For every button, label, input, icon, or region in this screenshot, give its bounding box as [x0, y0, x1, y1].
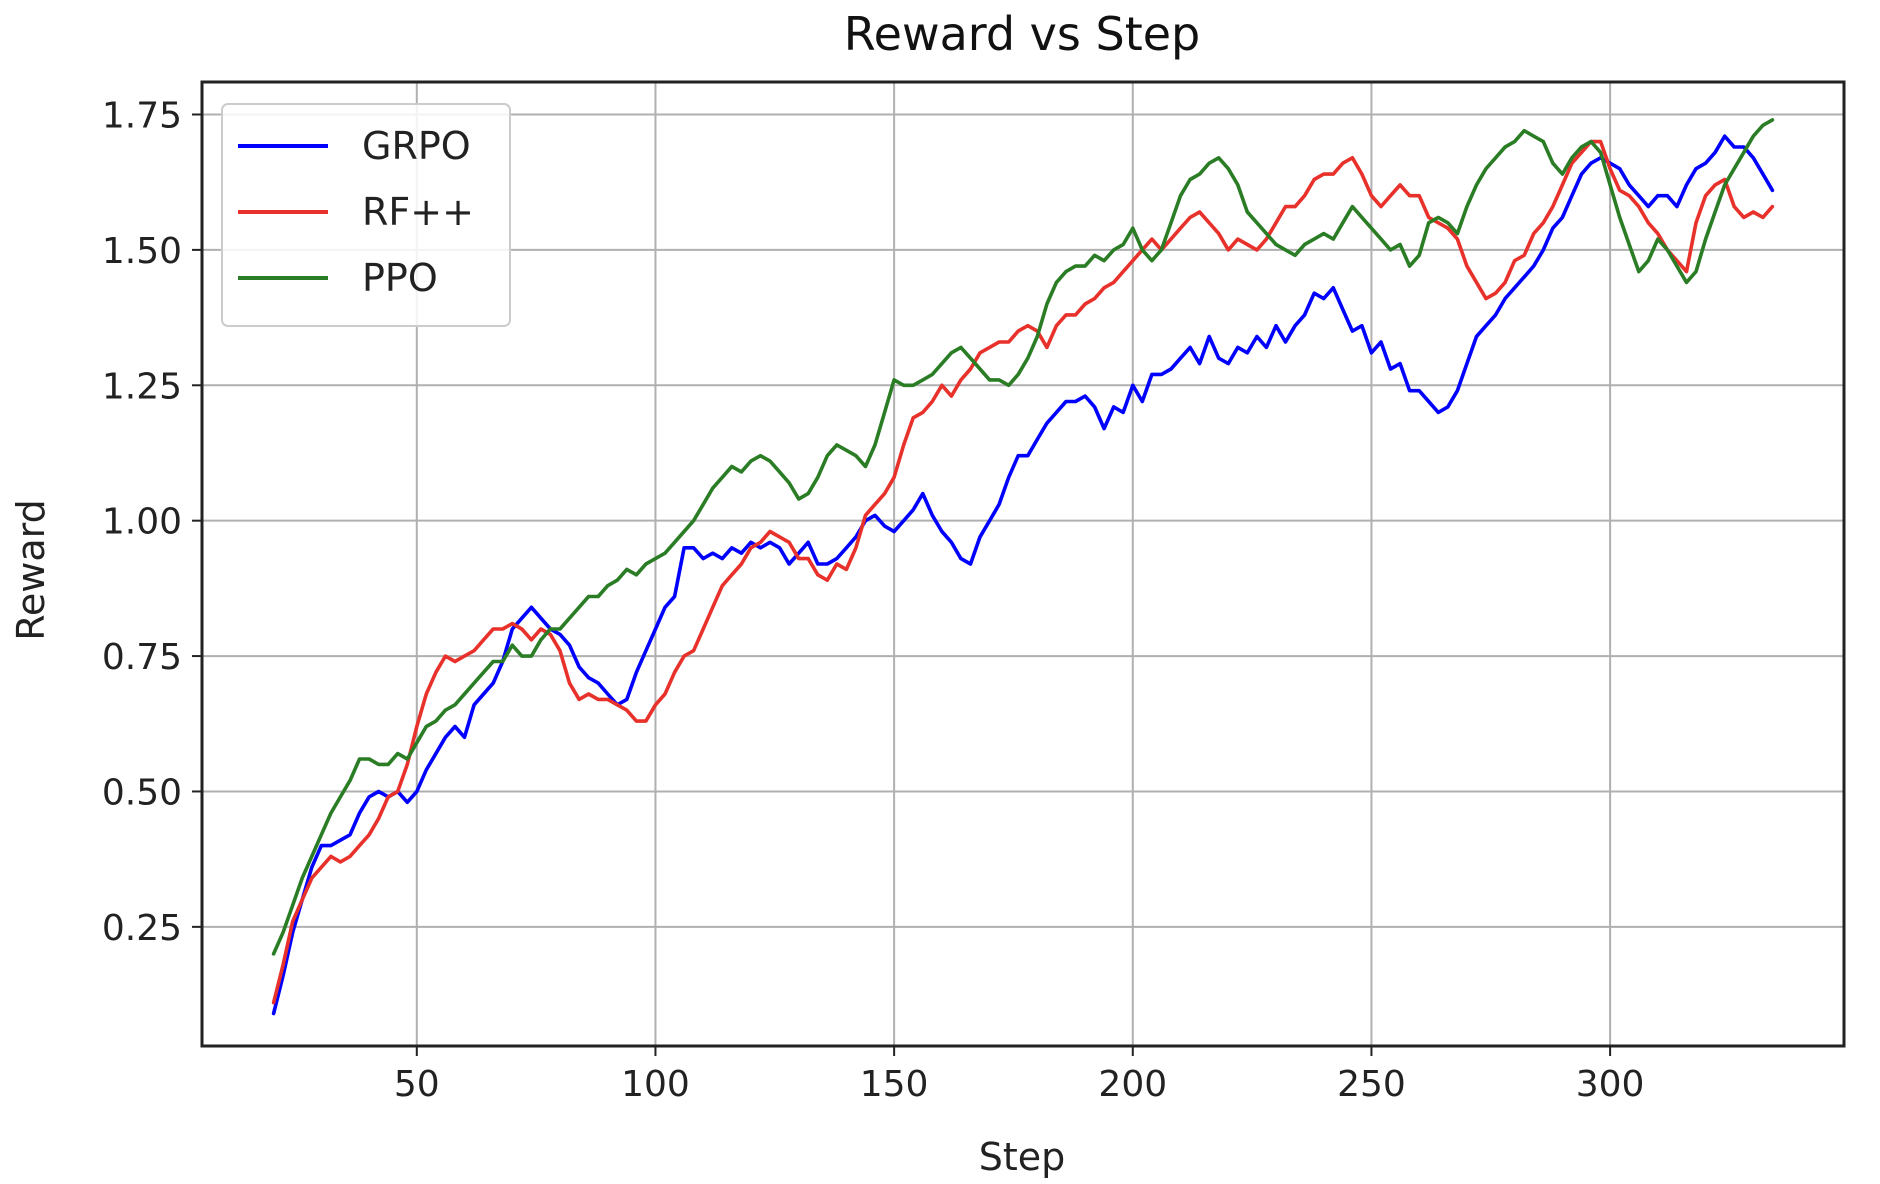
x-tick-label: 250: [1337, 1064, 1406, 1105]
x-axis-label: Step: [979, 1135, 1066, 1179]
chart-title: Reward vs Step: [844, 7, 1200, 61]
legend-label: RF++: [362, 190, 474, 234]
series-line-rf-: [271, 139, 1775, 1005]
y-tick-label: 1.00: [102, 502, 182, 543]
x-tick-label: 200: [1098, 1064, 1167, 1105]
legend-box: [221, 103, 511, 327]
y-axis-ticks: 0.25 0.50 0.75 1.00 1.25 1.50 1.75: [102, 95, 202, 949]
y-tick-label: 0.50: [102, 772, 182, 813]
y-tick-label: 1.50: [102, 231, 182, 272]
series-lines: [271, 118, 1775, 1016]
grid: [202, 82, 1844, 1046]
y-tick-label: 0.25: [102, 908, 182, 949]
y-tick-label: 1.75: [102, 95, 182, 136]
x-tick-label: 100: [621, 1064, 690, 1105]
legend: GRPO RF++ PPO: [221, 103, 511, 327]
y-tick-label: 0.75: [102, 637, 182, 678]
plot-area-frame: [200, 80, 1846, 1048]
series-line-grpo: [271, 134, 1775, 1016]
y-tick-label: 1.25: [102, 366, 182, 407]
legend-label: GRPO: [362, 124, 471, 168]
x-tick-label: 50: [394, 1064, 440, 1105]
series-line-ppo: [271, 118, 1775, 956]
legend-label: PPO: [362, 256, 438, 300]
x-tick-label: 300: [1576, 1064, 1645, 1105]
x-axis-ticks: 50 100 150 200 250 300: [394, 1046, 1645, 1105]
y-axis-label: Reward: [9, 499, 53, 641]
x-tick-label: 150: [860, 1064, 929, 1105]
